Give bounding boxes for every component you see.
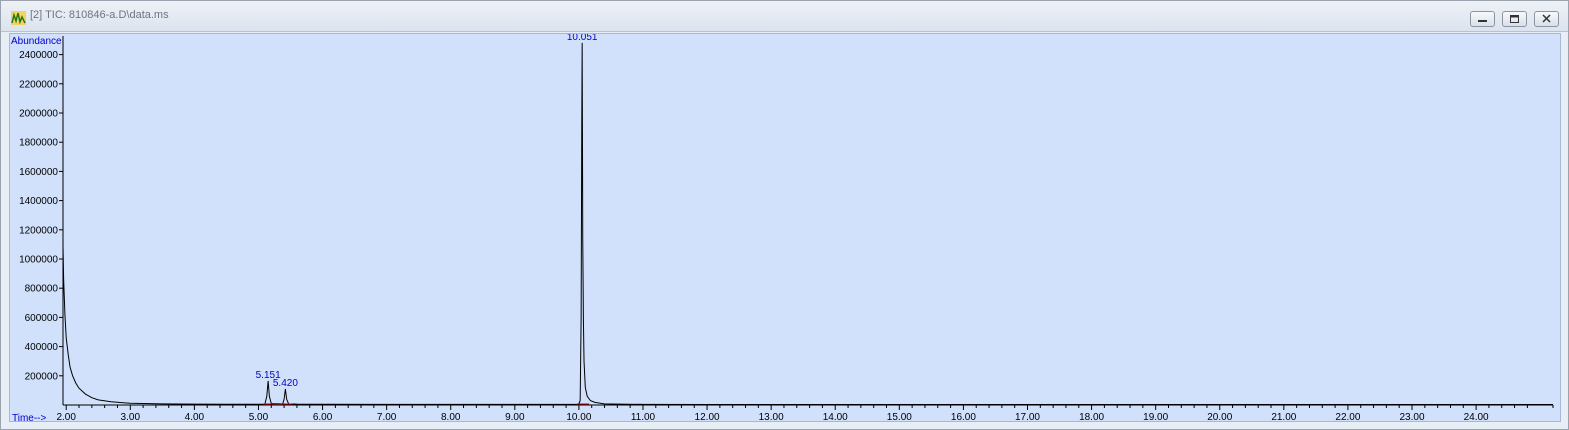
- y-tick-label: 600000: [25, 313, 59, 324]
- x-axis-label: Time-->: [12, 413, 47, 423]
- y-tick-label: 1400000: [19, 196, 58, 207]
- restore-icon: [1510, 15, 1519, 23]
- restore-button[interactable]: [1502, 11, 1527, 27]
- close-icon: [1542, 14, 1551, 23]
- x-tick-label: 17.00: [1015, 412, 1040, 423]
- chart-axes: Abundance Time-->: [11, 36, 1553, 424]
- x-tick-label: 4.00: [185, 412, 205, 423]
- x-tick-label: 12.00: [695, 412, 720, 423]
- window-title: [2] TIC: 810846-a.D\data.ms: [30, 9, 169, 21]
- x-tick-label: 10.00: [566, 412, 591, 423]
- x-tick-label: 9.00: [505, 412, 525, 423]
- x-tick-label: 21.00: [1271, 412, 1296, 423]
- x-tick-label: 5.00: [249, 412, 269, 423]
- peak-label: 5.420: [273, 378, 298, 389]
- x-tick-label: 11.00: [631, 412, 656, 423]
- x-tick-label: 15.00: [887, 412, 912, 423]
- tic-series-line: [62, 42, 1553, 406]
- x-tick-label: 23.00: [1399, 412, 1424, 423]
- y-tick-label: 2200000: [19, 79, 58, 90]
- x-tick-label: 8.00: [441, 412, 461, 423]
- minimize-icon: [1478, 20, 1487, 22]
- x-tick-label: 19.00: [1143, 412, 1168, 423]
- x-tick-label: 24.00: [1464, 412, 1489, 423]
- x-tick-label: 2.00: [56, 412, 76, 423]
- chromatogram-app-icon: [11, 11, 26, 25]
- x-tick-label: 14.00: [823, 412, 848, 423]
- peak-label: 5.151: [256, 370, 281, 381]
- x-tick-label: 13.00: [759, 412, 784, 423]
- x-tick-label: 6.00: [313, 412, 333, 423]
- tic-trace: [62, 42, 1553, 406]
- minimize-button[interactable]: [1470, 11, 1495, 27]
- x-tick-label: 16.00: [951, 412, 976, 423]
- peak-label: 10.051: [567, 34, 598, 43]
- y-tick-label: 2000000: [19, 109, 58, 120]
- chromatogram-chart[interactable]: Abundance Time--> 200000 400000 600000 80000…: [10, 32, 1562, 424]
- y-tick-label: 2400000: [19, 50, 58, 61]
- x-tick-label: 22.00: [1335, 412, 1360, 423]
- x-tick-label: 7.00: [377, 412, 397, 423]
- y-tick-label: 1800000: [19, 138, 58, 149]
- x-tick-label: 3.00: [121, 412, 141, 423]
- y-tick-label: 1000000: [19, 255, 58, 266]
- title-bar[interactable]: [2] TIC: 810846-a.D\data.ms: [1, 1, 1568, 32]
- y-axis-label: Abundance: [11, 36, 62, 47]
- y-tick-label: 1200000: [19, 225, 58, 236]
- close-button[interactable]: [1534, 11, 1559, 27]
- y-tick-label: 800000: [25, 284, 59, 295]
- y-tick-label: 1600000: [19, 167, 58, 178]
- y-tick-label: 400000: [25, 342, 59, 353]
- chart-ticks: 200000 400000 600000 800000 1000000 1200000 14…: [19, 50, 1554, 423]
- chart-area[interactable]: Abundance Time--> 200000 400000 600000 80000…: [9, 32, 1562, 424]
- y-tick-label: 200000: [25, 371, 59, 382]
- x-tick-label: 20.00: [1207, 412, 1232, 423]
- x-tick-label: 18.00: [1079, 412, 1104, 423]
